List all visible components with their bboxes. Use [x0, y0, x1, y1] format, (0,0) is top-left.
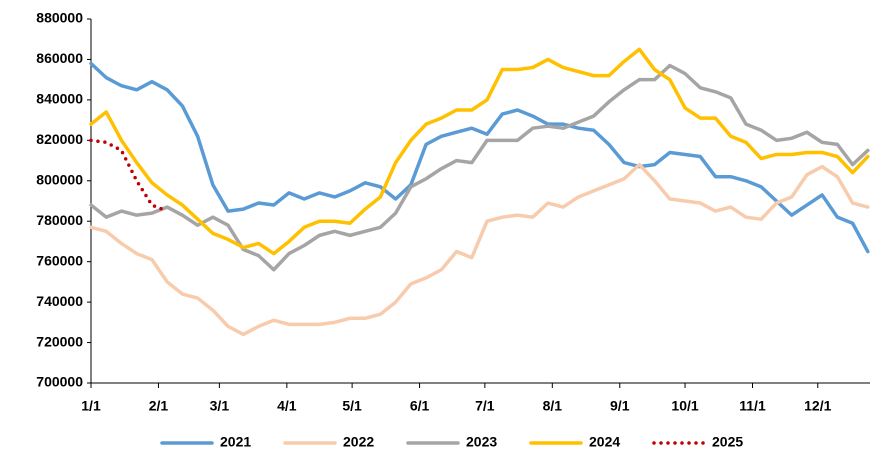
y-tick-label: 860000 — [36, 50, 83, 66]
series-line — [89, 138, 169, 213]
series-line — [89, 63, 870, 272]
y-tick-label: 700000 — [36, 374, 83, 390]
series-line — [89, 162, 870, 337]
x-tick-label: 6/1 — [410, 398, 430, 414]
series-line — [89, 47, 870, 256]
legend-label: 2023 — [466, 434, 497, 450]
x-tick-label: 7/1 — [475, 398, 495, 414]
y-tick-label: 720000 — [36, 333, 83, 349]
y-tick-label: 740000 — [36, 293, 83, 309]
series-line — [89, 61, 870, 254]
x-tick-label: 2/1 — [149, 398, 169, 414]
legend-label: 2022 — [343, 434, 374, 450]
y-tick-label: 820000 — [36, 131, 83, 147]
y-tick-label: 760000 — [36, 252, 83, 268]
y-tick-label: 880000 — [36, 10, 83, 26]
x-tick-label: 11/1 — [739, 398, 766, 414]
x-tick-label: 8/1 — [543, 398, 563, 414]
x-tick-label: 5/1 — [342, 398, 362, 414]
x-tick-label: 10/1 — [671, 398, 698, 414]
x-tick-label: 4/1 — [277, 398, 297, 414]
x-tick-label: 12/1 — [804, 398, 831, 414]
y-tick-label: 780000 — [36, 212, 83, 228]
x-tick-label: 3/1 — [210, 398, 230, 414]
legend-label: 2025 — [712, 434, 743, 450]
x-tick-label: 1/1 — [81, 398, 101, 414]
y-tick-label: 840000 — [36, 91, 83, 107]
x-tick-label: 9/1 — [610, 398, 630, 414]
legend-label: 2024 — [589, 434, 620, 450]
legend-label: 2021 — [220, 434, 251, 450]
y-tick-label: 800000 — [36, 171, 83, 187]
